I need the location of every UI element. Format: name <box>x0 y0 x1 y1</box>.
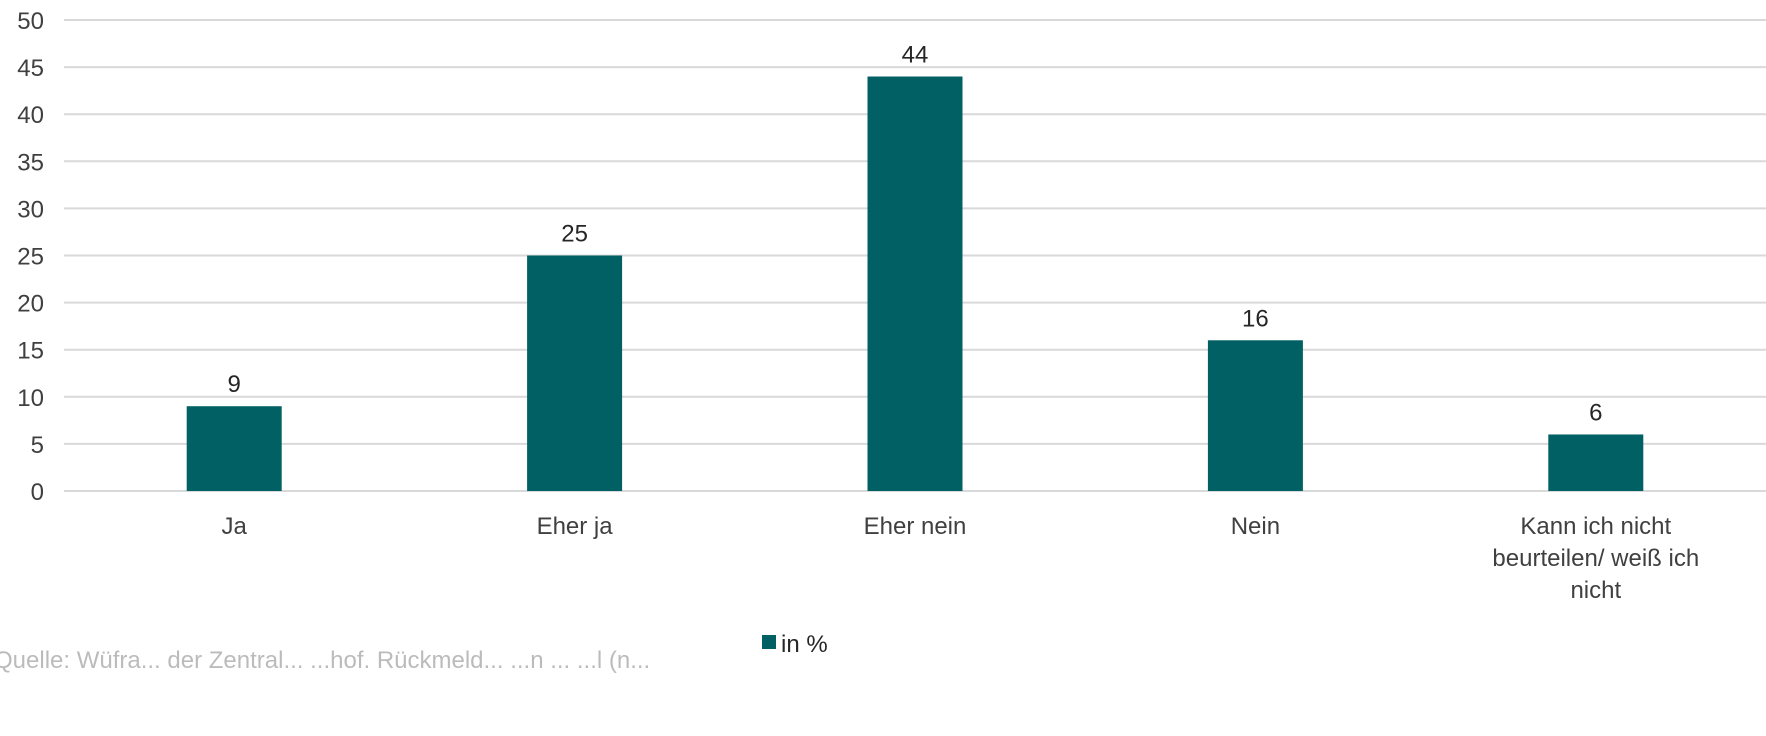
y-tick-label: 5 <box>31 432 44 459</box>
data-label: 6 <box>1589 399 1602 426</box>
bars <box>186 76 1644 492</box>
legend: in % <box>762 631 828 658</box>
source-note: Quelle: Wüfra... der Zentral... ...hof. … <box>0 647 650 674</box>
y-tick-label: 10 <box>17 385 44 412</box>
data-label: 44 <box>902 42 929 69</box>
data-label: 25 <box>561 221 588 248</box>
bar <box>186 406 282 491</box>
category-label: nicht <box>1570 577 1621 604</box>
legend-swatch <box>762 635 776 649</box>
y-tick-label: 50 <box>17 8 44 35</box>
y-tick-label: 30 <box>17 196 44 223</box>
bar <box>527 255 623 491</box>
y-tick-label: 15 <box>17 338 44 365</box>
bar <box>1207 340 1303 491</box>
category-label: Nein <box>1231 513 1280 540</box>
bar <box>1548 434 1644 491</box>
x-axis-category-labels: Ja Eher ja Eher nein Nein Kann ich nicht beur… <box>222 513 1700 604</box>
y-tick-label: 0 <box>31 479 44 506</box>
data-label: 9 <box>228 371 241 398</box>
legend-label-in-percent: in % <box>781 631 828 658</box>
y-tick-label: 40 <box>17 102 44 129</box>
bar <box>867 76 963 492</box>
data-labels: 9 25 44 16 6 <box>228 42 1603 427</box>
data-label: 16 <box>1242 305 1269 332</box>
y-tick-label: 45 <box>17 55 44 82</box>
y-tick-label: 25 <box>17 244 44 271</box>
category-label: Eher nein <box>864 513 967 540</box>
category-label: Eher ja <box>537 513 614 540</box>
y-axis-tick-labels: 0 5 10 15 20 25 30 35 40 45 50 <box>17 8 44 506</box>
y-tick-label: 35 <box>17 149 44 176</box>
category-label: Ja <box>222 513 248 540</box>
y-tick-label: 20 <box>17 291 44 318</box>
category-label: beurteilen/ weiß ich <box>1492 545 1699 572</box>
category-label: Kann ich nicht <box>1520 513 1671 540</box>
